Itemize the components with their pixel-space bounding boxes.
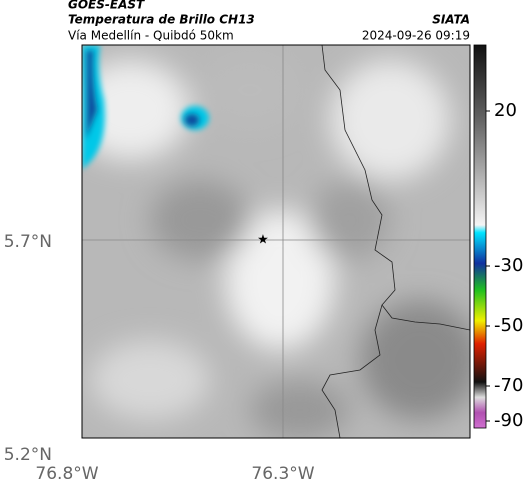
colorbar — [473, 44, 487, 429]
colorbar-tick-label: -90 — [494, 410, 523, 431]
lat-label: 5.7°N — [4, 232, 52, 252]
product-title: Temperatura de Brillo CH13 — [68, 13, 255, 27]
satellite-image — [82, 45, 470, 438]
border-line — [321, 304, 383, 438]
lon-label: 76.3°W — [251, 464, 314, 484]
agency-label: SIATA — [432, 13, 470, 27]
datetime-label: 2024-09-26 09:19 — [362, 29, 470, 43]
border-line — [321, 45, 470, 331]
colorbar-tick-label: -70 — [494, 375, 523, 396]
location-star: ★ — [257, 233, 269, 248]
colorbar-ticks: 20 -30 -50 -70 -90 — [486, 100, 523, 431]
map-frame — [81, 44, 471, 439]
lon-label: 76.8°W — [35, 464, 98, 484]
lat-label: 5.2°N — [4, 445, 52, 465]
colorbar-tick-label: 20 — [494, 100, 517, 121]
route-label: Vía Medellín - Quibdó 50km — [68, 29, 234, 43]
colorbar-tick-label: -50 — [494, 315, 523, 336]
source-title: GOES-EAST — [68, 0, 145, 12]
colorbar-tick-label: -30 — [494, 255, 523, 276]
